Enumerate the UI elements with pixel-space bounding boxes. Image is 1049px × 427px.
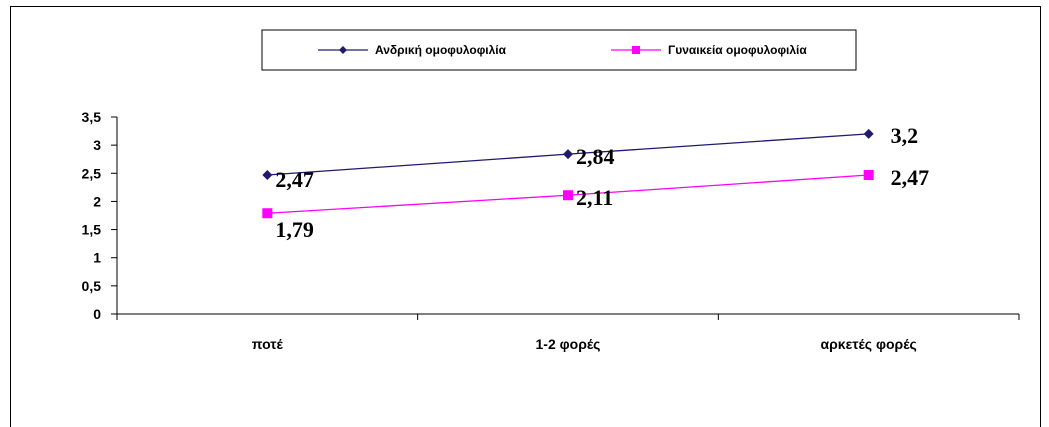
x-tick-label: 1-2 φορές <box>536 336 601 352</box>
y-tick-label: 2 <box>93 193 101 209</box>
data-label: 2,11 <box>576 185 613 210</box>
legend-entry: Γυναικεία ομοφυλοφιλία <box>668 43 807 57</box>
data-point-marker <box>262 208 273 219</box>
data-label: 2,47 <box>891 165 930 190</box>
legend-entry: Ανδρική ομοφυλοφιλία <box>375 43 507 57</box>
data-point-marker <box>563 190 573 201</box>
legend-marker <box>339 46 347 54</box>
y-tick-label: 1 <box>93 250 101 266</box>
data-point-marker <box>262 169 273 180</box>
y-tick-label: 0,5 <box>82 278 102 294</box>
x-tick-label: αρκετές φορές <box>821 336 917 352</box>
y-tick-label: 0 <box>93 306 101 322</box>
data-label: 3,2 <box>891 123 919 148</box>
data-point-marker <box>563 149 573 160</box>
data-label: 2,84 <box>576 144 615 169</box>
chart-frame <box>10 6 1041 427</box>
y-tick-label: 2,5 <box>82 165 102 181</box>
data-point-marker <box>863 128 874 139</box>
data-label: 1,79 <box>275 217 314 242</box>
y-tick-label: 3 <box>93 137 101 153</box>
data-point-marker <box>863 169 874 180</box>
x-tick-label: ποτέ <box>252 336 284 352</box>
y-tick-label: 3,5 <box>82 109 102 125</box>
data-label: 2,47 <box>275 167 314 192</box>
y-tick-label: 1,5 <box>82 222 102 238</box>
legend-marker <box>632 46 640 54</box>
